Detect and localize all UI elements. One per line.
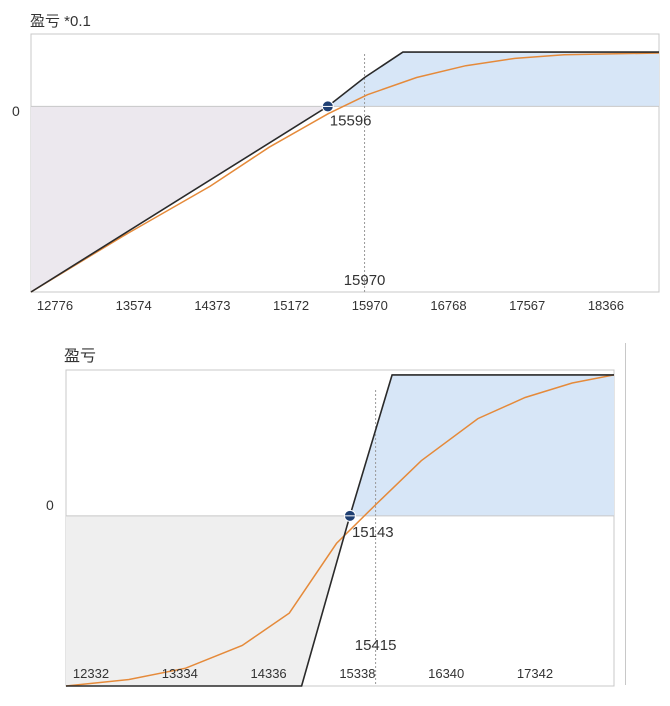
reference-label: 15970	[344, 272, 386, 289]
x-tick-label: 15172	[273, 298, 309, 313]
x-tick-label: 14373	[194, 298, 230, 313]
profit-area	[349, 374, 614, 516]
y-axis-label: 盈亏 *0.1	[30, 13, 91, 30]
payoff-line-current	[65, 374, 615, 687]
x-tick-label: 18366	[588, 298, 624, 313]
payoff-line-expiry	[30, 51, 659, 293]
x-tick-label: 15970	[352, 298, 388, 313]
x-tick-label: 12776	[37, 298, 73, 313]
payoff-chart-2: 盈亏 0 15143 15415 12332 13334 14336 15338 1634…	[46, 348, 615, 687]
x-tick-label: 16340	[428, 666, 464, 681]
y-zero-label: 0	[12, 103, 20, 119]
x-tick-label: 17567	[509, 298, 545, 313]
payoff-chart-1: 盈亏 *0.1 0 15596 15970 12776 13574 14373 1517…	[12, 13, 660, 313]
profit-area	[327, 52, 659, 107]
panel-divider	[625, 343, 626, 685]
breakeven-label: 15143	[352, 524, 394, 541]
x-tick-label: 17342	[517, 666, 553, 681]
x-tick-label: 12332	[73, 666, 109, 681]
x-tick-label: 15338	[339, 666, 375, 681]
y-axis-label: 盈亏	[64, 348, 96, 365]
x-tick-label: 16768	[430, 298, 466, 313]
x-tick-label: 13574	[116, 298, 152, 313]
x-tick-label: 14336	[251, 666, 287, 681]
breakeven-label: 15596	[330, 112, 372, 129]
loss-area	[66, 515, 350, 686]
reference-label: 15415	[355, 637, 397, 654]
y-zero-label: 0	[46, 497, 54, 513]
x-tick-label: 13334	[162, 666, 198, 681]
payoff-line-current	[30, 52, 660, 293]
